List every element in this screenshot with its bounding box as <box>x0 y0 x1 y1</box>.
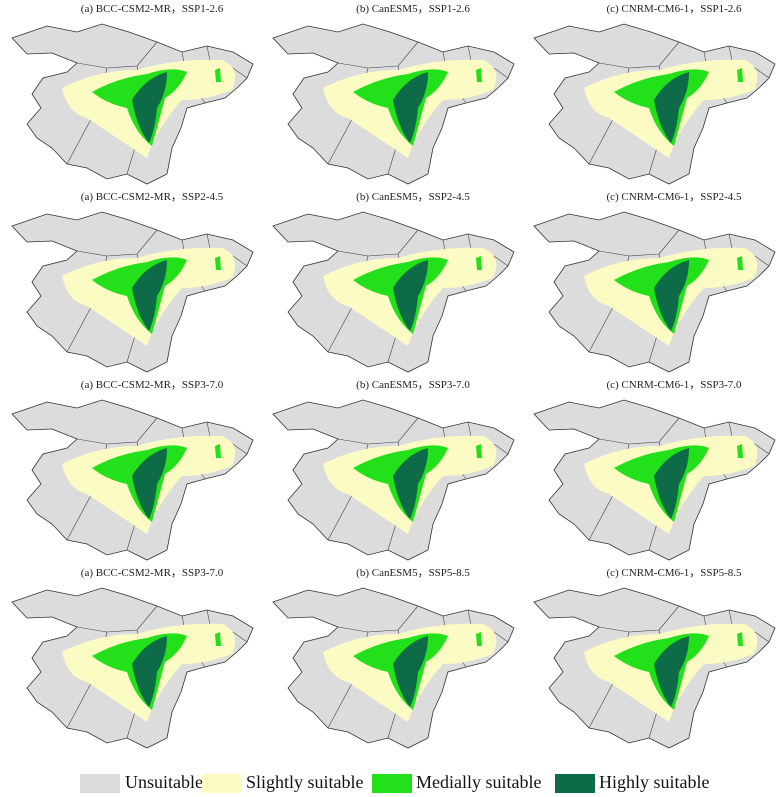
map <box>272 211 515 373</box>
panel-title: (c) CNRM-CM6-1，SSP3-7.0 <box>606 379 742 391</box>
panel-title: (a) BCC-CSM2-MR，SSP3-7.0 <box>81 379 224 391</box>
legend-label: Slightly suitable <box>246 772 364 792</box>
legend-swatch <box>202 774 242 793</box>
legend-label: Unsuitable <box>125 772 203 792</box>
panel-title: (c) CNRM-CM6-1，SSP2-4.5 <box>606 191 742 203</box>
panel-title: (c) CNRM-CM6-1，SSP1-2.6 <box>606 3 742 15</box>
panel-title: (a) BCC-CSM2-MR，SSP1-2.6 <box>81 3 224 15</box>
map <box>11 399 254 561</box>
panel-title: (c) CNRM-CM6-1，SSP5-8.5 <box>606 567 742 579</box>
map <box>272 587 515 749</box>
legend: Unsuitable Slightly suitable Medially su… <box>80 772 710 793</box>
panels: (a) BCC-CSM2-MR，SSP1-2.6 (b) CanESM5，SSP1… <box>11 3 776 749</box>
panel-title: (b) CanESM5，SSP3-7.0 <box>356 379 470 391</box>
legend-swatch <box>80 774 120 793</box>
panel-title: (b) CanESM5，SSP5-8.5 <box>356 567 470 579</box>
legend-label: Highly suitable <box>599 772 710 792</box>
map <box>533 587 776 749</box>
legend-swatch <box>372 774 412 793</box>
map <box>272 399 515 561</box>
map <box>533 23 776 185</box>
panel-title: (a) BCC-CSM2-MR，SSP2-4.5 <box>81 191 224 203</box>
map <box>272 23 515 185</box>
map <box>11 23 254 185</box>
panel-title: (a) BCC-CSM2-MR，SSP3-7.0 <box>81 567 224 579</box>
map <box>533 211 776 373</box>
legend-label: Medially suitable <box>416 772 541 792</box>
map <box>11 587 254 749</box>
map <box>11 211 254 373</box>
panel-title: (b) CanESM5，SSP1-2.6 <box>356 3 470 15</box>
legend-swatch <box>555 774 595 793</box>
panel-title: (b) CanESM5，SSP2-4.5 <box>356 191 470 203</box>
map <box>533 399 776 561</box>
